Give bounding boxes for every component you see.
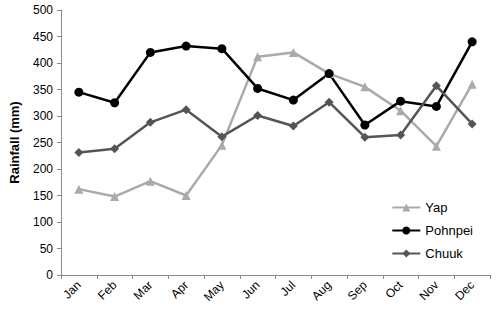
svg-text:Jul: Jul [278, 278, 299, 299]
svg-text:Feb: Feb [95, 278, 120, 303]
svg-text:Chuuk: Chuuk [425, 246, 463, 261]
svg-text:0: 0 [46, 268, 53, 282]
svg-text:450: 450 [33, 30, 53, 44]
svg-text:50: 50 [40, 242, 54, 256]
svg-text:300: 300 [33, 109, 53, 123]
svg-text:Oct: Oct [382, 278, 406, 302]
svg-text:Yap: Yap [425, 200, 447, 215]
svg-text:May: May [201, 278, 227, 304]
svg-text:Apr: Apr [168, 278, 191, 301]
svg-text:Nov: Nov [416, 278, 441, 303]
svg-text:350: 350 [33, 83, 53, 97]
svg-text:200: 200 [33, 162, 53, 176]
svg-text:Dec: Dec [452, 278, 477, 303]
svg-text:Jan: Jan [60, 278, 84, 302]
svg-text:Sep: Sep [345, 278, 370, 303]
svg-text:250: 250 [33, 136, 53, 150]
svg-text:Mar: Mar [131, 278, 156, 302]
svg-text:400: 400 [33, 56, 53, 70]
svg-text:150: 150 [33, 189, 53, 203]
svg-text:Rainfall (mm): Rainfall (mm) [7, 101, 22, 183]
svg-text:500: 500 [33, 3, 53, 17]
svg-text:Jun: Jun [239, 278, 263, 302]
svg-text:Pohnpei: Pohnpei [425, 223, 473, 238]
svg-text:100: 100 [33, 215, 53, 229]
svg-text:Aug: Aug [309, 278, 334, 303]
